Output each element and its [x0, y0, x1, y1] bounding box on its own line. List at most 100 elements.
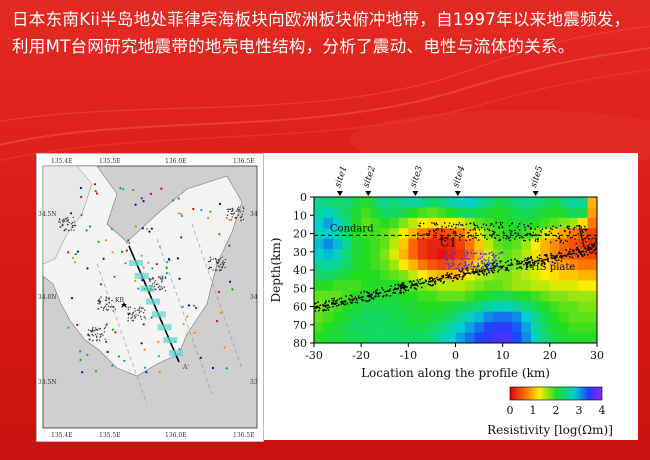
resistivity-cell — [380, 249, 390, 260]
resistivity-cell — [361, 332, 371, 344]
resistivity-cell — [493, 228, 504, 240]
hypocenter-dot — [346, 302, 349, 305]
resistivity-cell — [464, 197, 475, 208]
hypocenter-dot — [445, 226, 448, 228]
station-marker — [182, 323, 185, 326]
hypocenter-dot — [436, 276, 438, 279]
hypocenter-dot — [381, 287, 384, 289]
station-marker — [95, 192, 99, 195]
map-quake-dot — [70, 223, 72, 225]
resistivity-cell — [493, 259, 504, 271]
hypocenter-dot — [366, 300, 369, 303]
hypocenter-dot — [562, 242, 565, 244]
map-quake-dot — [98, 339, 101, 341]
resistivity-cell — [587, 207, 598, 219]
resistivity-cell — [568, 301, 579, 313]
hypocenter-dot — [544, 238, 547, 240]
resistivity-cell — [530, 238, 541, 250]
resistivity-cell — [512, 322, 522, 333]
hypocenter-dot — [487, 269, 490, 271]
resistivity-cell — [502, 217, 513, 229]
map-bottom-tick: 135.5E — [99, 432, 121, 439]
map-quake-dot — [61, 223, 64, 225]
hypocenter-dot — [559, 241, 562, 243]
hypocenter-dot — [481, 262, 484, 265]
hypocenter-dot — [457, 224, 460, 226]
resistivity-cell — [559, 238, 570, 250]
hypocenter-dot — [458, 239, 461, 241]
hypocenter-dot — [594, 252, 597, 255]
resistivity-cell — [436, 322, 447, 333]
resistivity-cell — [342, 311, 353, 323]
station-marker — [106, 350, 109, 354]
map-quake-dot — [129, 313, 131, 315]
resistivity-cell — [587, 290, 598, 302]
resistivity-cell — [332, 280, 343, 292]
hypocenter-dot — [432, 236, 435, 239]
hypocenter-dot — [498, 227, 501, 229]
map-quake-dot — [98, 328, 100, 330]
map-quake-dot — [152, 278, 154, 280]
hypocenter-dot — [477, 265, 480, 267]
hypocenter-dot — [496, 262, 498, 265]
map-quake-dot — [228, 208, 230, 210]
hypocenter-dot — [576, 225, 578, 227]
resistivity-cell — [587, 332, 598, 344]
hypocenter-dot — [505, 266, 507, 269]
hypocenter-dot — [527, 257, 529, 259]
resistivity-cell — [587, 322, 598, 333]
map-quake-dot — [95, 336, 98, 338]
station-marker — [151, 267, 154, 270]
map-quake-dot — [68, 221, 70, 224]
resistivity-cell — [370, 228, 381, 240]
hypocenter-dot — [556, 254, 558, 257]
map-swath — [169, 350, 183, 356]
map-quake-dot — [92, 327, 94, 329]
hypocenter-dot — [557, 237, 560, 239]
hypocenter-dot — [482, 272, 485, 275]
map-figure: A A' KB 135.4E 135.5E 136.0E 136.5E 135.4E 13… — [36, 153, 264, 442]
hypocenter-dot — [371, 297, 373, 299]
map-quake-dot — [242, 218, 245, 221]
station-marker — [160, 187, 163, 190]
map-top-tick: 136.0E — [165, 158, 187, 165]
resistivity-cell — [380, 259, 390, 271]
hypocenter-dot — [428, 230, 431, 233]
resistivity-cell — [342, 197, 353, 208]
hypocenter-dot — [428, 278, 431, 281]
hypocenter-dot — [490, 269, 493, 272]
resistivity-cell — [502, 197, 513, 208]
resistivity-cell — [568, 332, 579, 344]
map-quake-dot — [237, 210, 239, 212]
hypocenter-dot — [455, 232, 457, 235]
hypocenter-dot — [487, 267, 490, 270]
hypocenter-dot — [524, 229, 527, 231]
hypocenter-dot — [445, 258, 448, 260]
hypocenter-dot — [372, 298, 375, 300]
hypocenter-dot — [429, 284, 432, 287]
resistivity-cell — [323, 301, 334, 313]
map-quake-dot — [63, 230, 65, 232]
hypocenter-dot — [319, 304, 322, 306]
station-marker — [225, 367, 228, 370]
resistivity-cell — [502, 238, 513, 250]
colorbar-tick-label: 2 — [553, 404, 560, 417]
resistivity-cell — [483, 270, 494, 281]
resistivity-cell — [474, 217, 485, 229]
map-top-tick: 135.4E — [51, 158, 73, 165]
hypocenter-dot — [531, 261, 534, 264]
resistivity-cell — [455, 322, 466, 333]
hypocenter-dot — [442, 282, 445, 284]
hypocenter-dot — [499, 260, 501, 262]
map-quake-dot — [138, 309, 140, 312]
hypocenter-dot — [492, 268, 494, 271]
hypocenter-dot — [501, 226, 504, 229]
map-left-tick: 34.0N — [38, 294, 57, 301]
resistivity-cell — [408, 322, 419, 333]
resistivity-cell — [380, 311, 390, 323]
resistivity-cell — [578, 270, 588, 281]
hypocenter-dot — [515, 235, 517, 238]
resistivity-cell — [436, 332, 447, 344]
hypocenter-dot — [444, 274, 447, 276]
map-quake-dot — [133, 315, 135, 317]
